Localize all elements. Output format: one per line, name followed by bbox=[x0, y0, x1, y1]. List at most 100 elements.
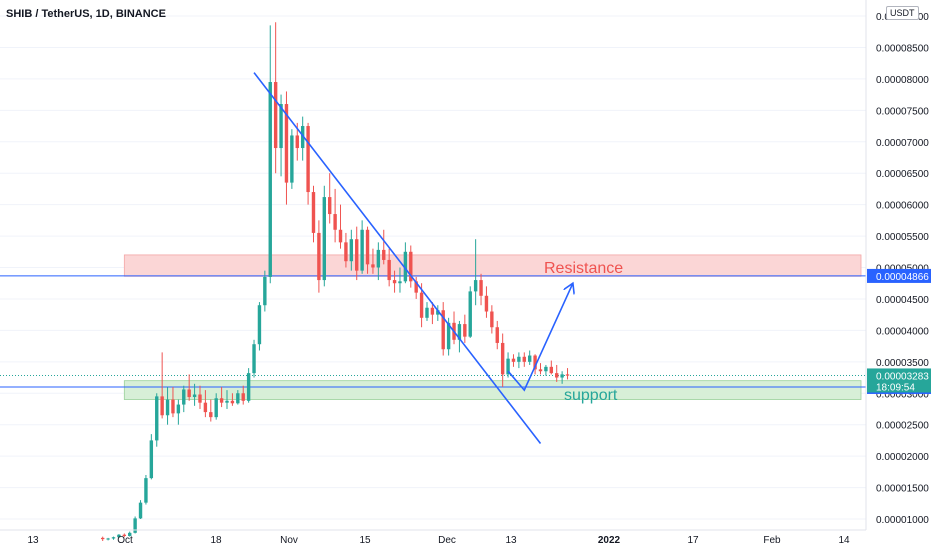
candle-body bbox=[252, 344, 256, 374]
candle-body bbox=[484, 295, 489, 312]
candle-body bbox=[203, 402, 208, 413]
support-annotation: support bbox=[564, 387, 618, 404]
projection-arrow[interactable] bbox=[507, 283, 573, 392]
candle-body bbox=[338, 229, 343, 243]
price-tick-label: 0.00004500 bbox=[876, 295, 929, 306]
candle-body bbox=[365, 229, 370, 265]
candle-body bbox=[160, 396, 164, 416]
time-tick-label: 14 bbox=[838, 535, 850, 546]
candle-body bbox=[511, 358, 516, 362]
price-tick-label: 0.00001500 bbox=[876, 484, 929, 495]
bar-countdown-label: 18:09:54 bbox=[876, 382, 915, 393]
currency-badge[interactable]: USDT bbox=[886, 6, 919, 20]
price-tick-label: 0.00004000 bbox=[876, 326, 929, 337]
candle-body bbox=[560, 374, 564, 378]
candle-body bbox=[479, 280, 483, 296]
candle-body bbox=[419, 292, 424, 318]
candle-body bbox=[187, 389, 191, 398]
current-price-label-bg bbox=[867, 368, 931, 393]
candle-body bbox=[349, 239, 354, 262]
candle-body bbox=[176, 404, 181, 414]
candle-body bbox=[355, 239, 359, 271]
candle-body bbox=[236, 393, 240, 404]
time-tick-label: 13 bbox=[505, 535, 517, 546]
candle-body bbox=[322, 197, 326, 281]
candle-body bbox=[230, 400, 235, 404]
price-tick-label: 0.00002000 bbox=[876, 452, 929, 463]
candle-body bbox=[522, 356, 526, 362]
candle-body bbox=[468, 291, 472, 337]
candle-body bbox=[182, 389, 186, 405]
price-tick-label: 0.00007000 bbox=[876, 138, 929, 149]
candle-body bbox=[500, 342, 505, 375]
resistance-annotation: Resistance bbox=[544, 260, 623, 277]
candle-body bbox=[517, 356, 521, 362]
candle-body bbox=[436, 310, 440, 315]
price-tick-label: 0.00007500 bbox=[876, 106, 929, 117]
candle-body bbox=[306, 126, 310, 193]
candle-body bbox=[268, 82, 272, 277]
candle-body bbox=[490, 311, 494, 328]
candle-body bbox=[403, 251, 408, 282]
descending-trendline[interactable] bbox=[253, 72, 542, 445]
price-tick-label: 0.00003500 bbox=[876, 358, 929, 369]
price-tick-label: 0.00003000 bbox=[876, 389, 929, 400]
candle-body bbox=[376, 249, 381, 268]
candle-body bbox=[144, 478, 148, 503]
candle-body bbox=[128, 532, 132, 536]
time-tick-label: 15 bbox=[359, 535, 371, 546]
candle-body bbox=[414, 281, 418, 293]
candle-body bbox=[133, 518, 137, 533]
candle-body bbox=[565, 374, 570, 376]
time-tick-label: Dec bbox=[438, 535, 456, 546]
price-tick-label: 0.00008000 bbox=[876, 75, 929, 86]
candle-body bbox=[360, 229, 364, 271]
price-tick-label: 0.00005500 bbox=[876, 232, 929, 243]
candle-body bbox=[555, 373, 559, 378]
chart-title: SHIB / TetherUS, 1D, BINANCE bbox=[6, 8, 166, 20]
candle-body bbox=[506, 358, 510, 375]
candle-body bbox=[241, 393, 245, 401]
price-tick-label: 0.00006000 bbox=[876, 201, 929, 212]
candle-body bbox=[122, 534, 127, 536]
candle-body bbox=[317, 232, 321, 281]
candle-body bbox=[538, 369, 543, 372]
candle-body bbox=[463, 324, 467, 337]
candle-body bbox=[446, 322, 451, 350]
candle-body bbox=[171, 399, 175, 414]
candle-body bbox=[533, 355, 537, 370]
support-zone bbox=[123, 380, 862, 400]
candle-body bbox=[165, 399, 170, 416]
candle-body bbox=[209, 412, 213, 418]
candle-body bbox=[425, 307, 429, 318]
candle-body bbox=[371, 264, 375, 268]
candle-body bbox=[549, 366, 554, 374]
candle-body bbox=[544, 366, 548, 372]
candle-body bbox=[100, 537, 105, 540]
current-price-label: 0.00003283 bbox=[876, 371, 929, 382]
candle-body bbox=[138, 502, 143, 519]
candle-body bbox=[295, 135, 299, 149]
candle-body bbox=[527, 355, 532, 362]
resistance-price-label: 0.00004866 bbox=[876, 272, 929, 283]
time-tick-label: Nov bbox=[280, 535, 298, 546]
candle-body bbox=[328, 197, 332, 215]
candle-body bbox=[106, 538, 110, 540]
price-tick-label: 0.00002500 bbox=[876, 421, 929, 432]
candle-body bbox=[311, 192, 316, 233]
candle-body bbox=[117, 534, 121, 538]
candle-body bbox=[111, 537, 116, 539]
candle-body bbox=[300, 126, 305, 149]
resistance-zone bbox=[123, 254, 862, 277]
candle-body bbox=[457, 324, 462, 340]
time-tick-label: 18 bbox=[210, 535, 222, 546]
candle-body bbox=[473, 280, 478, 292]
candle-body bbox=[279, 104, 283, 149]
candle-body bbox=[149, 440, 154, 479]
candle-body bbox=[198, 394, 202, 403]
time-tick-label: Oct bbox=[117, 535, 133, 546]
price-tick-label: 0.00006500 bbox=[876, 169, 929, 180]
candle-body bbox=[257, 305, 262, 345]
